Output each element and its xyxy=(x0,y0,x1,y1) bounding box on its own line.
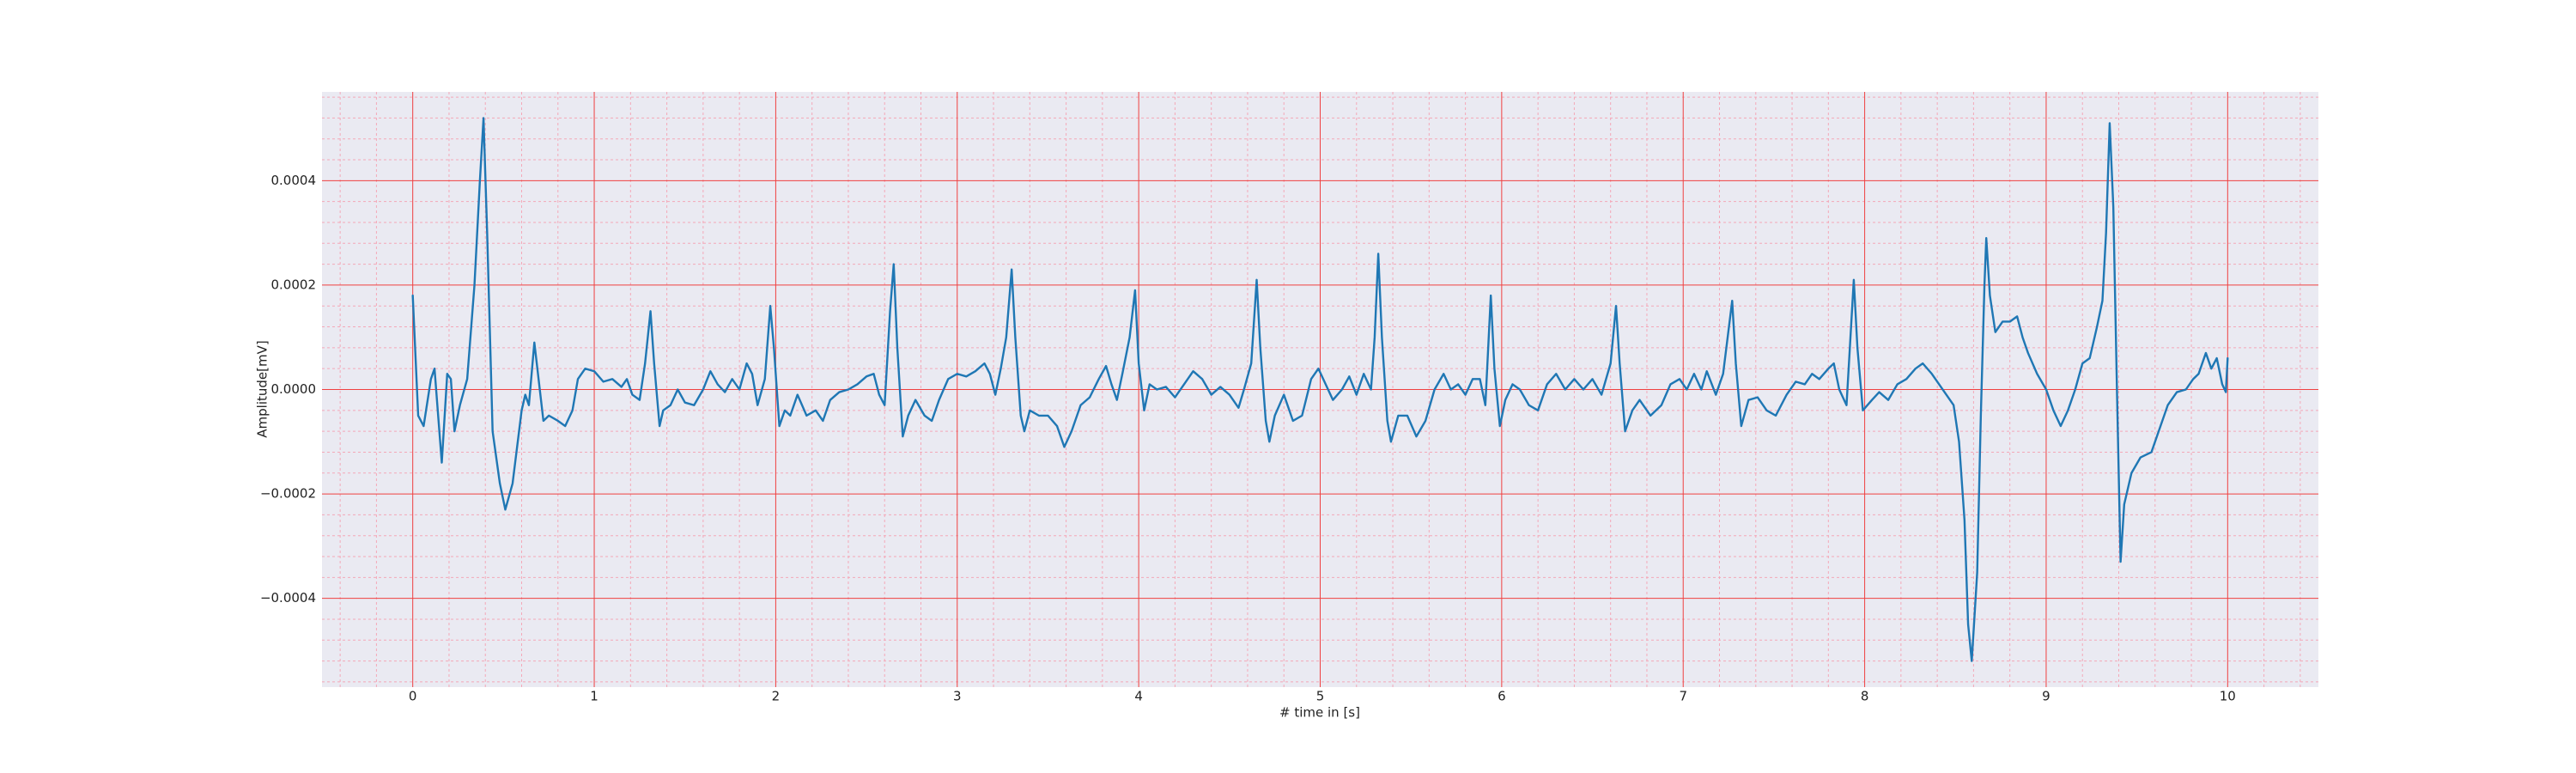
y-axis-label: Amplitude[mV] xyxy=(255,340,270,437)
x-tick-label: 10 xyxy=(2220,689,2236,704)
x-tick-label: 2 xyxy=(772,689,781,704)
x-tick-label: 6 xyxy=(1498,689,1506,704)
y-tick-label: 0.0002 xyxy=(271,277,317,292)
x-tick-label: 8 xyxy=(1861,689,1869,704)
x-tick-label: 7 xyxy=(1679,689,1687,704)
x-tick-label: 3 xyxy=(953,689,962,704)
y-tick-label: −0.0004 xyxy=(260,590,316,606)
y-tick-label: −0.0002 xyxy=(260,486,316,502)
x-axis-label: # time in [s] xyxy=(1279,705,1360,721)
x-tick-label: 5 xyxy=(1316,689,1325,704)
y-tick-label: 0.0000 xyxy=(271,381,317,397)
x-tick-label: 9 xyxy=(2042,689,2050,704)
signal-line xyxy=(411,117,2229,662)
x-tick-label: 1 xyxy=(590,689,598,704)
y-tick-label: 0.0004 xyxy=(271,173,317,188)
x-tick-label: 0 xyxy=(409,689,417,704)
x-tick-label: 4 xyxy=(1134,689,1143,704)
